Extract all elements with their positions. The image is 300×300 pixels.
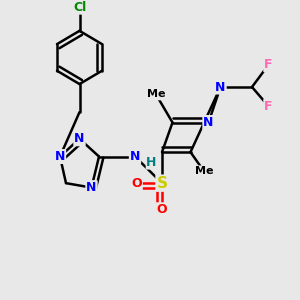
Text: N: N — [215, 80, 226, 94]
Text: N: N — [130, 150, 140, 163]
Text: Me: Me — [147, 89, 165, 99]
Text: O: O — [131, 177, 142, 190]
Text: F: F — [264, 58, 273, 71]
Text: O: O — [157, 203, 167, 216]
Text: Cl: Cl — [73, 1, 86, 13]
Text: S: S — [157, 176, 167, 191]
Text: H: H — [146, 156, 157, 169]
Text: N: N — [74, 132, 85, 145]
Text: N: N — [55, 150, 65, 163]
Text: Me: Me — [195, 166, 213, 176]
Text: N: N — [203, 116, 214, 129]
Text: N: N — [86, 181, 97, 194]
Text: F: F — [264, 100, 273, 113]
